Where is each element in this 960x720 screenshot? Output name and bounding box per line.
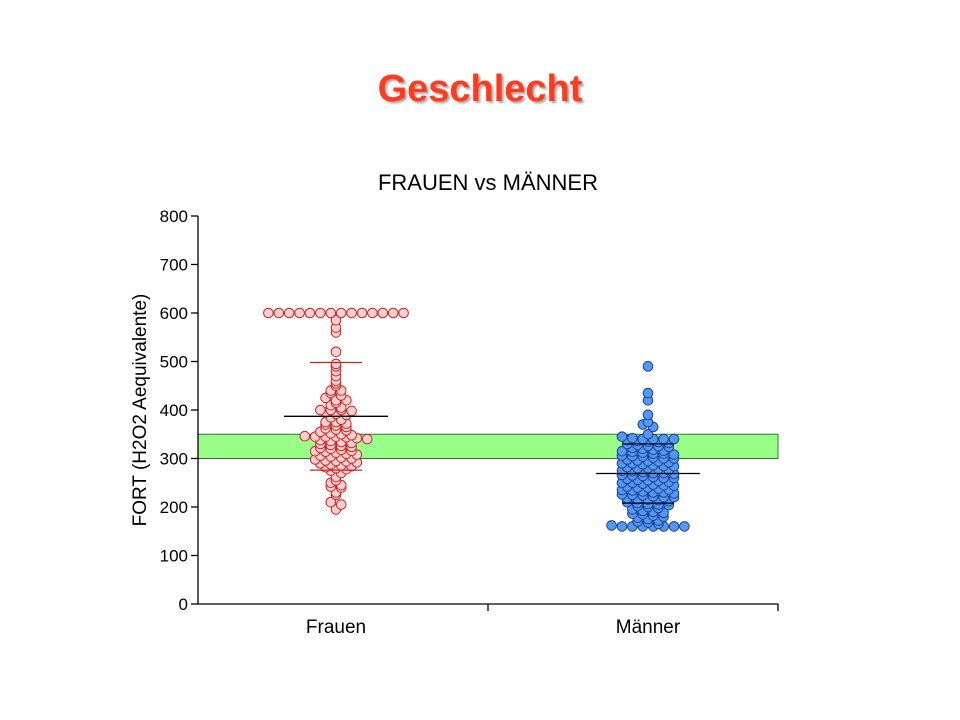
data-point: [315, 307, 326, 319]
stats-layer: [284, 361, 700, 504]
data-point: [658, 433, 669, 445]
data-point: [367, 307, 378, 319]
data-point: [294, 307, 305, 319]
data-point: [325, 496, 337, 508]
data-point: [263, 307, 274, 319]
data-point: [606, 520, 617, 531]
data-point: [356, 307, 368, 319]
data-point: [335, 499, 347, 510]
reference-band-layer: [197, 433, 779, 459]
data-point: [387, 307, 399, 319]
slide-title: Geschlecht: [377, 68, 583, 110]
data-point: [642, 387, 654, 399]
data-point: [616, 521, 628, 532]
data-point: [668, 433, 680, 445]
y-tick-label: 400: [160, 401, 188, 420]
data-point: [616, 445, 628, 457]
data-point: [299, 430, 311, 442]
y-tick-label: 500: [160, 353, 188, 372]
data-point: [346, 307, 357, 319]
data-point: [377, 307, 389, 319]
chart-title: FRAUEN vs MÄNNER: [378, 170, 598, 195]
x-tick-label: Männer: [616, 617, 681, 638]
data-point: [335, 307, 347, 319]
data-point: [330, 346, 342, 358]
data-point: [361, 433, 373, 445]
reference-band: [197, 433, 779, 459]
y-tick-label: 100: [160, 547, 188, 566]
y-tick-label: 800: [160, 207, 188, 226]
data-point: [627, 432, 638, 444]
data-point: [346, 405, 357, 417]
data-point: [668, 449, 680, 460]
data-point: [642, 409, 654, 421]
y-tick-label: 600: [160, 304, 188, 323]
data-point: [679, 521, 690, 532]
y-tick-label: 0: [179, 595, 188, 614]
data-point: [325, 307, 337, 319]
data-point: [330, 358, 342, 370]
data-point: [273, 307, 285, 319]
data-point: [304, 307, 316, 319]
y-tick-label: 200: [160, 498, 188, 517]
data-point: [668, 521, 680, 532]
y-tick-label: 700: [160, 256, 188, 275]
points-layer: [263, 307, 690, 532]
axis-layer: 0 100 200 300 400 500 600 700 800 Frauen Männer: [160, 207, 779, 638]
data-point: [398, 307, 409, 319]
y-tick-label: 300: [160, 450, 188, 469]
data-point: [616, 431, 628, 442]
data-point: [642, 361, 654, 372]
data-point: [283, 307, 295, 319]
data-point: [315, 404, 326, 416]
y-axis-label: FORT (H2O2 Aequivalente): [130, 294, 151, 527]
data-point: [642, 428, 654, 440]
x-tick-label: Frauen: [306, 617, 366, 638]
data-point: [330, 314, 342, 326]
